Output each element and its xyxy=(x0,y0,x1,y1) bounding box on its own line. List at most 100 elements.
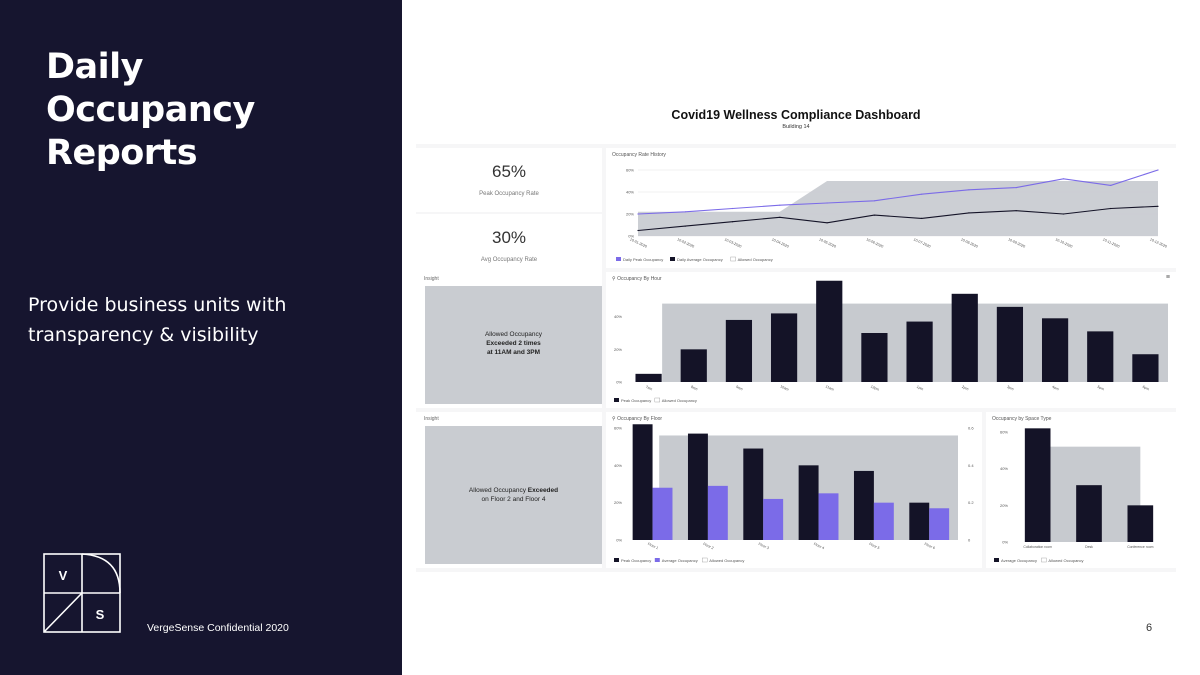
legend-label: Daily Average Occupancy xyxy=(677,257,723,262)
bar-average-occupancy xyxy=(652,487,673,540)
x-tick-label: 10-08-2020 xyxy=(960,237,978,248)
y-tick-label: 20% xyxy=(1000,503,1008,508)
bar-average-occupancy xyxy=(873,502,894,540)
legend-label: Allowed Occupancy xyxy=(709,558,744,563)
bar-peak-occupancy xyxy=(1087,331,1114,382)
legend-label: Allowed Occupancy xyxy=(1048,558,1083,563)
series-line xyxy=(637,169,1159,215)
x-tick-label: 10-12-2020 xyxy=(1149,237,1167,248)
legend-swatch xyxy=(614,558,619,562)
series-line xyxy=(637,205,1159,232)
occupancy-by-floor-chart: 0% 20% 40% 60% 0 0.2 0.4 0.6 Floor 1 Floor 2 Floor… xyxy=(614,424,974,563)
legend-swatch xyxy=(701,557,708,563)
dashboard-title: Covid19 Wellness Compliance Dashboard xyxy=(671,108,921,122)
bar-peak-occupancy xyxy=(798,465,819,540)
insight-tag: Insight xyxy=(424,276,439,282)
x-tick-label: 10-11-2020 xyxy=(1102,237,1120,248)
bar-average-occupancy xyxy=(818,493,839,540)
series-point xyxy=(873,200,875,202)
vergesense-logo: V S xyxy=(43,553,121,633)
series-point xyxy=(684,225,686,227)
chart-title: ⚲ Occupancy By Floor xyxy=(612,416,662,422)
bar-average-occupancy xyxy=(929,508,950,540)
y-tick-label-right: 0.4 xyxy=(968,463,974,468)
series-point xyxy=(1157,169,1159,171)
filter-icon[interactable]: ⚲ xyxy=(612,276,618,282)
legend-label: Peak Occupancy xyxy=(621,558,651,563)
insight-card-floor: Insight Allowed Occupancy Exceeded on Fl… xyxy=(416,412,602,568)
bar-peak-occupancy xyxy=(906,321,933,382)
logo-letter-v: V xyxy=(59,568,68,583)
x-tick-label: 10-04-2020 xyxy=(771,237,789,248)
x-tick-label: 8am xyxy=(690,385,698,392)
left-panel: Daily Occupancy Reports Provide business… xyxy=(0,0,402,675)
bar-peak-occupancy xyxy=(1041,318,1069,382)
legend-swatch xyxy=(1041,557,1047,563)
insight-text: Allowed Occupancy xyxy=(468,487,528,494)
bar-average-occupancy xyxy=(1076,485,1102,542)
slide-title: Daily Occupancy Reports xyxy=(46,46,376,175)
dashboard-subtitle: Building 14 xyxy=(782,124,810,130)
x-tick-label: 10-07-2020 xyxy=(913,237,931,248)
x-tick-label: Floor 2 xyxy=(702,542,714,550)
series-point xyxy=(1110,184,1112,186)
x-tick-label: 10-02-2020 xyxy=(677,237,695,248)
y-tick-label-right: 0.6 xyxy=(968,426,974,431)
slide-subtitle: Provide business units with transparency… xyxy=(28,290,378,350)
legend-swatch xyxy=(994,558,999,562)
y-tick-label: 20% xyxy=(614,347,622,352)
x-tick-label: 10-06-2020 xyxy=(866,237,884,248)
logo-letter-s: S xyxy=(96,607,105,622)
kpi-label: Avg Occupancy Rate xyxy=(480,257,538,263)
insight-line: Allowed Occupancy xyxy=(484,331,543,338)
chart-title-text: Occupancy By Floor xyxy=(617,416,663,422)
bar-peak-occupancy xyxy=(951,293,978,382)
x-tick-label: 12pm xyxy=(870,384,880,391)
y-tick-label-right: 0 xyxy=(968,538,971,543)
kpi-avg-occupancy: 30% Avg Occupancy Rate xyxy=(416,214,602,278)
kpi-value: 30% xyxy=(491,228,527,247)
series-point xyxy=(968,189,970,191)
menu-icon[interactable]: ≡ xyxy=(1165,274,1170,281)
x-tick-label: 1pm xyxy=(916,385,924,392)
series-point xyxy=(1015,187,1017,189)
x-tick-label: 10-05-2020 xyxy=(818,237,836,248)
series-point xyxy=(968,212,970,214)
insight-line: Allowed Occupancy Exceeded xyxy=(425,486,602,495)
slide-title-line-1: Daily xyxy=(46,47,143,87)
legend-label: Allowed Occupancy xyxy=(738,257,773,262)
legend-swatch xyxy=(616,257,621,261)
series-point xyxy=(1062,213,1065,215)
occupancy-rate-history-chart: 0% 20% 40% 60% 10-01-2020 10-02-2020 10-03-202… xyxy=(616,168,1168,262)
legend-swatch xyxy=(654,558,660,562)
series-point xyxy=(873,214,875,216)
bar-peak-occupancy xyxy=(1132,354,1159,382)
x-tick-label: 7am xyxy=(645,385,653,392)
series-point xyxy=(731,207,734,210)
kpi-peak-occupancy: 65% Peak Occupancy Rate xyxy=(416,148,602,212)
kpi-value: 65% xyxy=(491,162,527,181)
bar-peak-occupancy xyxy=(680,349,707,382)
bar-average-occupancy xyxy=(707,485,728,540)
y-tick-label: 40% xyxy=(614,463,622,468)
chart-title-text: Occupancy By Hour xyxy=(617,276,662,282)
insight-line: on Floor 2 and Floor 4 xyxy=(481,496,546,503)
bar-peak-occupancy xyxy=(635,373,662,382)
series-point xyxy=(684,211,686,213)
series-point xyxy=(826,202,828,204)
bar-peak-occupancy xyxy=(909,502,930,540)
x-tick-label: 10-09-2020 xyxy=(1007,237,1025,248)
y-tick-label: 60% xyxy=(614,426,622,431)
filter-icon[interactable]: ⚲ xyxy=(612,416,618,422)
y-tick-label-right: 0.2 xyxy=(968,500,974,505)
y-tick-label: 20% xyxy=(614,500,622,505)
legend-swatch xyxy=(670,257,675,261)
y-tick-label: 60% xyxy=(626,168,634,173)
dashboard: Covid19 Wellness Compliance Dashboard Bu… xyxy=(416,100,1176,572)
occupancy-by-space-chart: 0% 20% 40% 60% Collaboration room Desk Confere… xyxy=(994,428,1154,563)
x-tick-label: Floor 4 xyxy=(813,542,825,550)
bar-peak-occupancy xyxy=(816,280,843,382)
kpi-label: Peak Occupancy Rate xyxy=(479,191,539,197)
y-tick-label: 20% xyxy=(626,212,634,217)
series-point xyxy=(779,216,781,218)
